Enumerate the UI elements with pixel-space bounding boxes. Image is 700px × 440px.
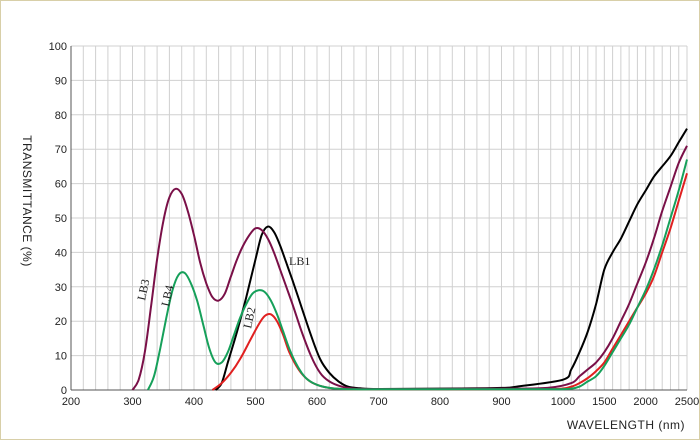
series-labels: LB1 LB2 LB3 LB4 <box>134 254 310 330</box>
x-tick-labels: 200 300 400 500 600 700 800 900 1000 1500 2000 2500 <box>62 396 699 408</box>
series-label-lb4: LB4 <box>158 284 176 308</box>
y-tick-labels: 0 10 20 30 40 50 60 70 80 90 100 <box>49 41 67 397</box>
y-tick-label: 80 <box>55 110 67 122</box>
x-tick-label: 2000 <box>633 396 657 408</box>
series-label-lb3: LB3 <box>134 278 152 302</box>
grid <box>71 45 688 390</box>
series-line-lb4 <box>146 159 688 391</box>
x-axis-title: WAVELENGTH (nm) <box>567 418 685 432</box>
x-tick-label: 400 <box>185 396 203 408</box>
x-tick-label: 500 <box>246 396 264 408</box>
y-tick-label: 0 <box>61 385 67 397</box>
y-axis-title: TRANSMITTANCE (%) <box>20 135 34 267</box>
x-tick-label: 600 <box>308 396 326 408</box>
y-tick-label: 30 <box>55 282 67 294</box>
y-tick-label: 90 <box>55 75 67 87</box>
y-tick-label: 40 <box>55 247 67 259</box>
y-tick-label: 50 <box>55 213 67 225</box>
x-tick-label: 700 <box>369 396 387 408</box>
x-tick-label: 200 <box>62 396 80 408</box>
y-tick-label: 10 <box>55 351 67 363</box>
x-tick-label: 300 <box>123 396 141 408</box>
series-lines <box>131 128 688 391</box>
y-tick-label: 100 <box>49 41 67 53</box>
y-tick-label: 60 <box>55 179 67 191</box>
series-label-lb1: LB1 <box>289 254 310 268</box>
x-tick-label: 1500 <box>592 396 616 408</box>
series-label-lb2: LB2 <box>240 306 258 330</box>
x-tick-label: 800 <box>431 396 449 408</box>
x-tick-label: 1000 <box>551 396 575 408</box>
series-line-lb1 <box>214 128 688 391</box>
y-tick-label: 20 <box>55 316 67 328</box>
series-line-lb3 <box>131 145 688 391</box>
x-tick-label: 2500 <box>675 396 699 408</box>
y-tick-label: 70 <box>55 144 67 156</box>
x-tick-label: 900 <box>492 396 510 408</box>
